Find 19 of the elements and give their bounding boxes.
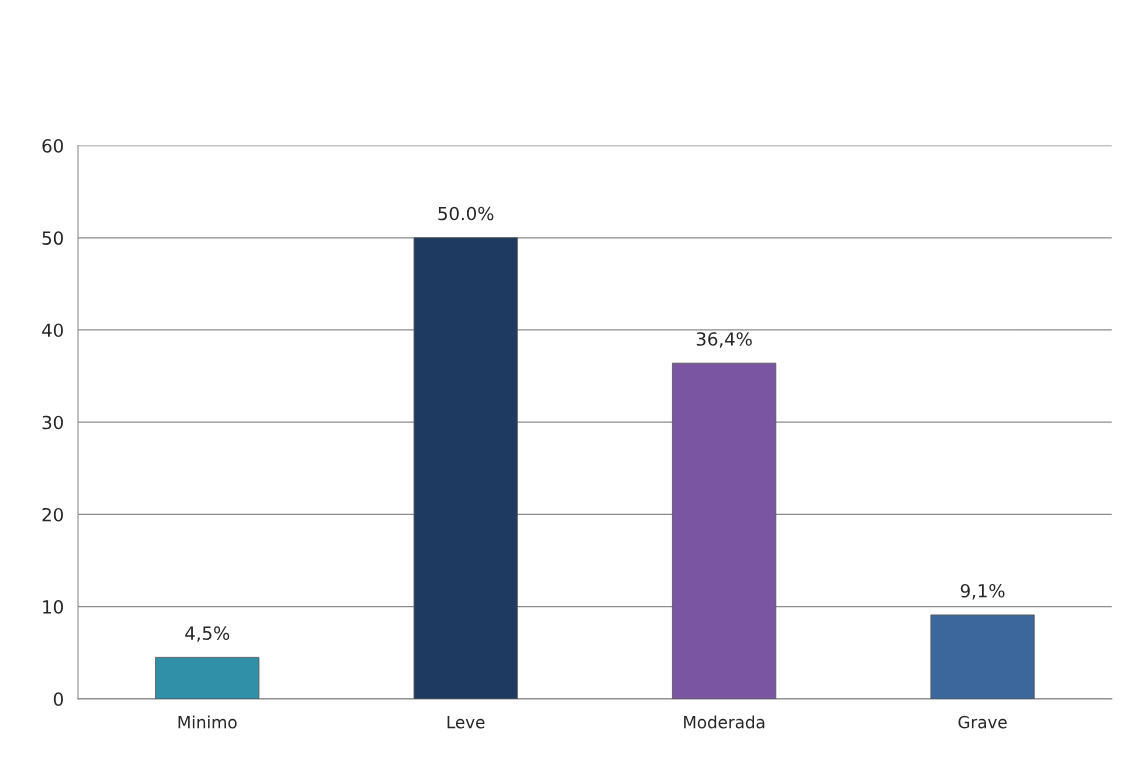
x-tick-label: Minimo <box>178 715 237 729</box>
data-label: 36,4% <box>696 332 752 348</box>
y-tick-label: 10 <box>43 600 63 614</box>
bar <box>930 614 1035 699</box>
bar <box>413 237 518 699</box>
x-tick-label: Grave <box>958 715 1007 729</box>
data-label: 4,5% <box>185 626 230 642</box>
y-tick-label: 30 <box>42 415 63 430</box>
data-label: 50.0% <box>438 206 494 221</box>
y-tick-label: 50 <box>42 231 63 245</box>
y-tick-label: 60 <box>42 139 63 153</box>
bar <box>672 362 777 699</box>
x-tick-label: Moderada <box>684 715 765 729</box>
x-tick-label: Leve <box>447 716 485 729</box>
bar <box>155 656 260 699</box>
y-tick-label: 20 <box>42 507 63 522</box>
data-label: 9,1% <box>960 583 1005 600</box>
y-tick-label: 40 <box>42 323 63 338</box>
y-tick-label: 0 <box>53 692 63 706</box>
